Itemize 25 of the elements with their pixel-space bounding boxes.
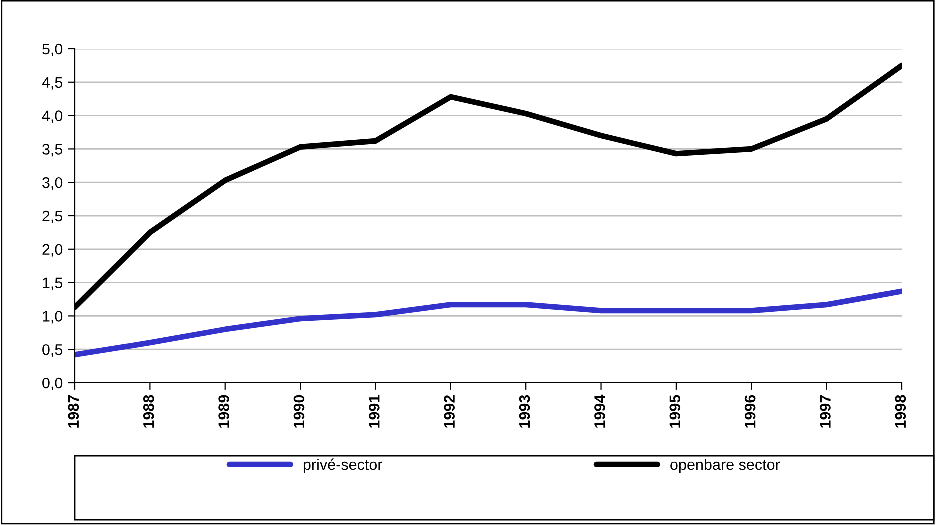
legend-label: privé-sector [304,458,383,474]
x-tick-label: 1987 [68,395,80,428]
y-tick-label: 4,0 [42,110,63,124]
y-tick-label: 2,5 [42,210,63,224]
x-tick-label: 1993 [519,395,530,428]
y-tick-label: 0,0 [42,378,63,390]
y-tick-label: 3,0 [42,177,63,190]
x-tick-label: 1988 [143,395,154,428]
y-tick-label: 1,5 [43,278,63,290]
x-tick-label: 1998 [895,395,906,428]
y-tick-label: 2,0 [42,244,63,257]
y-tick-label: 0,5 [42,344,63,358]
x-tick-label: 1990 [294,395,305,428]
x-tick-label: 1995 [670,395,681,428]
x-tick-label: 1991 [369,395,380,428]
x-tick-label: 1996 [744,395,756,428]
legend-label: openbare sector [670,458,780,474]
x-tick-label: 1992 [444,395,456,428]
y-tick-label: 5,0 [42,44,63,56]
y-tick-label: 1,0 [43,311,63,324]
y-tick-label: 3,5 [42,144,63,157]
y-tick-label: 4,5 [42,77,63,90]
x-tick-label: 1997 [820,395,831,428]
x-tick-label: 1994 [594,394,606,428]
x-tick-label: 1989 [218,395,230,428]
